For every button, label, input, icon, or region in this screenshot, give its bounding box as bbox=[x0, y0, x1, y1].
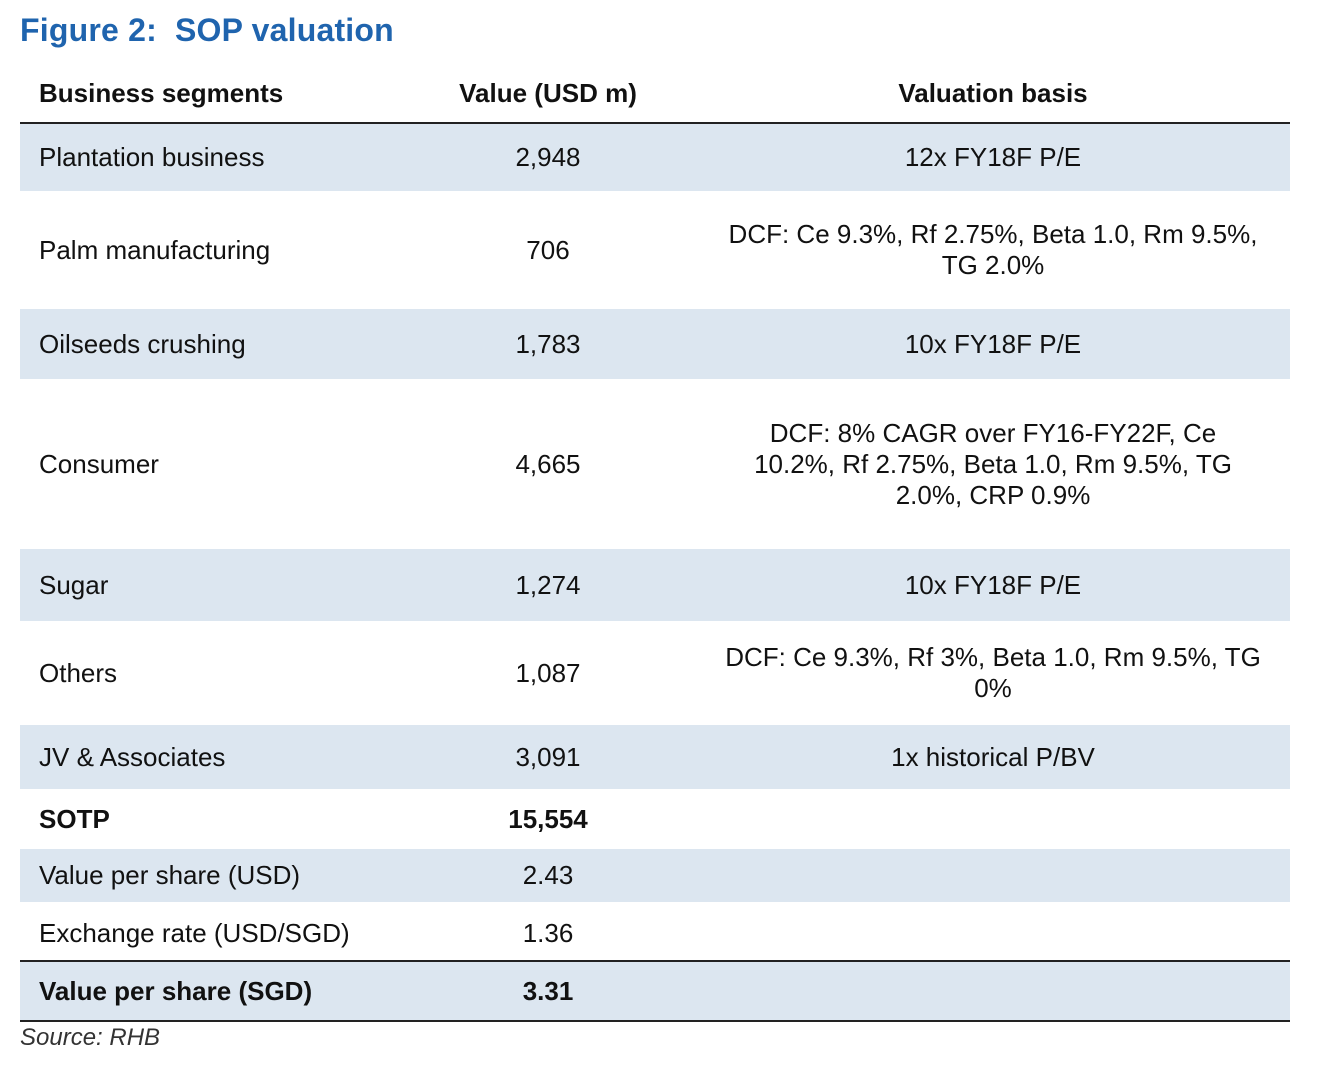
segment-cell: Value per share (SGD) bbox=[39, 975, 313, 1006]
value-cell: 1,274 bbox=[515, 569, 581, 600]
value-cell: 3.31 bbox=[522, 975, 574, 1006]
segment-cell: Value per share (USD) bbox=[39, 860, 301, 890]
segment-cell: Palm manufacturing bbox=[39, 234, 271, 265]
header-business-segments: Business segments bbox=[39, 77, 284, 108]
value-cell: 1,783 bbox=[515, 328, 581, 359]
basis-cell: 1x historical P/BV bbox=[891, 741, 1095, 772]
total-row: Value per share (SGD) 3.31 bbox=[20, 960, 1290, 1022]
segment-cell: Others bbox=[39, 657, 118, 688]
basis-cell: 10x FY18F P/E bbox=[904, 569, 1082, 600]
figure-label: Figure 2: bbox=[20, 12, 157, 48]
basis-cell: 12x FY18F P/E bbox=[904, 142, 1082, 172]
value-cell: 1,087 bbox=[515, 657, 581, 688]
segment-cell: Sugar bbox=[39, 569, 109, 600]
value-cell: 4,665 bbox=[515, 448, 581, 479]
header-value: Value (USD m) bbox=[459, 77, 637, 108]
figure-title: Figure 2: SOP valuation bbox=[20, 12, 394, 49]
sop-valuation-table: Business segments Value (USD m) Valuatio… bbox=[20, 64, 1290, 1022]
table-row: JV & Associates 3,091 1x historical P/BV bbox=[20, 725, 1290, 793]
basis-cell: DCF: Ce 9.3%, Rf 3%, Beta 1.0, Rm 9.5%, … bbox=[725, 642, 1261, 703]
table-row: Palm manufacturing 706 DCF: Ce 9.3%, Rf … bbox=[20, 195, 1290, 309]
value-cell: 1.36 bbox=[522, 917, 574, 948]
basis-cell: DCF: 8% CAGR over FY16-FY22F, Ce 10.2%, … bbox=[754, 417, 1232, 510]
sotp-row: SOTP 15,554 bbox=[20, 793, 1290, 849]
table-row: Others 1,087 DCF: Ce 9.3%, Rf 3%, Beta 1… bbox=[20, 625, 1290, 725]
figure-title-text: SOP valuation bbox=[174, 12, 394, 48]
basis-cell: DCF: Ce 9.3%, Rf 2.75%, Beta 1.0, Rm 9.5… bbox=[728, 219, 1258, 280]
value-cell: 706 bbox=[526, 234, 570, 265]
table-row: Exchange rate (USD/SGD) 1.36 bbox=[20, 906, 1290, 960]
segment-cell: Exchange rate (USD/SGD) bbox=[39, 917, 350, 948]
table-row: Consumer 4,665 DCF: 8% CAGR over FY16-FY… bbox=[20, 383, 1290, 549]
segment-cell: Consumer bbox=[39, 448, 159, 479]
value-cell: 2.43 bbox=[522, 860, 574, 890]
value-cell: 3,091 bbox=[515, 741, 581, 772]
table-header-row: Business segments Value (USD m) Valuatio… bbox=[20, 64, 1290, 124]
source-note: Source: RHB bbox=[20, 1024, 161, 1051]
segment-cell: Plantation business bbox=[39, 142, 265, 172]
basis-cell: 10x FY18F P/E bbox=[904, 328, 1082, 359]
table-row: Sugar 1,274 10x FY18F P/E bbox=[20, 549, 1290, 625]
header-valuation-basis: Valuation basis bbox=[898, 77, 1088, 108]
table-row: Plantation business 2,948 12x FY18F P/E bbox=[20, 124, 1290, 195]
segment-cell: SOTP bbox=[39, 803, 110, 834]
segment-cell: Oilseeds crushing bbox=[39, 328, 246, 359]
value-cell: 15,554 bbox=[508, 803, 588, 834]
value-cell: 2,948 bbox=[515, 142, 581, 172]
segment-cell: JV & Associates bbox=[39, 741, 226, 772]
table-row: Oilseeds crushing 1,783 10x FY18F P/E bbox=[20, 309, 1290, 383]
table-row: Value per share (USD) 2.43 bbox=[20, 849, 1290, 906]
